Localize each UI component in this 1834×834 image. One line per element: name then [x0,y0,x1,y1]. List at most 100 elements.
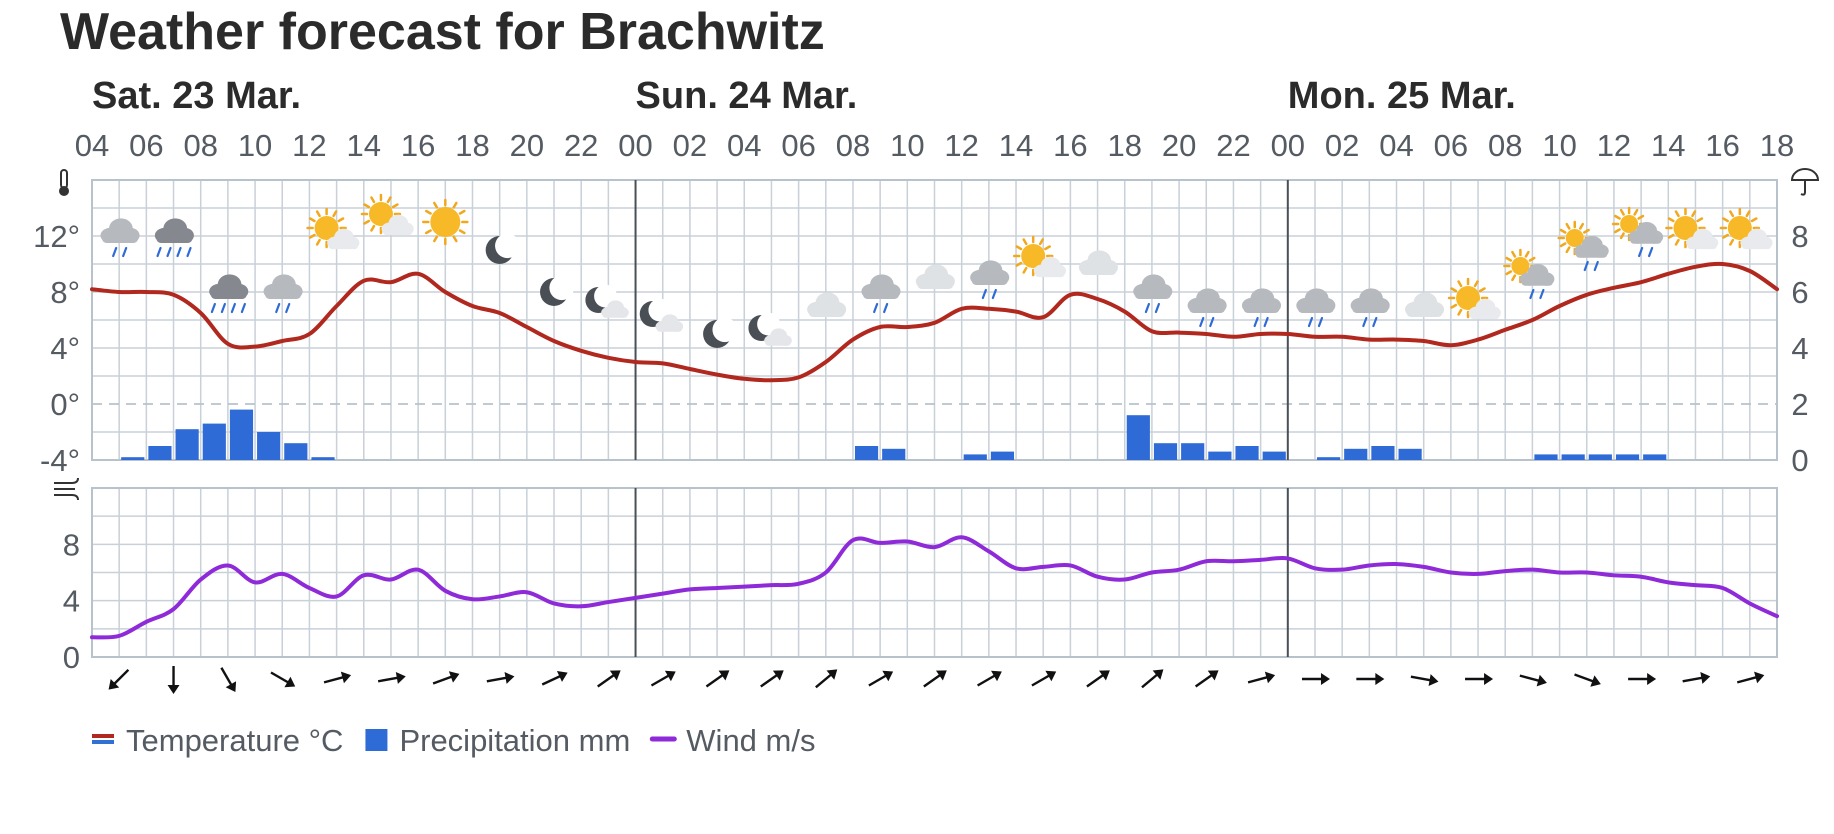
wind-tick-label: 0 [63,640,80,675]
hour-tick-label: 16 [1705,128,1739,163]
legend-item: Wind m/s [649,723,815,758]
moon-icon [540,275,575,306]
precipitation-bar [1398,448,1422,460]
wind-grid [91,487,1778,658]
hour-tick-label: 04 [75,128,109,163]
hour-tick-label: 02 [1325,128,1359,163]
precipitation-bar [1371,446,1395,460]
legend-label: Wind m/s [686,723,815,758]
precipitation-bar [148,446,172,460]
legend-item: Temperature °C [92,723,343,758]
wind-direction-arrow-icon [1519,674,1547,687]
dark-cloud-rain-icon [209,274,249,314]
cloud-icon [807,292,847,318]
wind-direction-arrow-icon [1086,670,1110,688]
wind-direction-arrow-icon [1247,671,1276,684]
cloud-light-rain-icon [970,260,1010,300]
wind-direction-arrow-icon [815,669,838,689]
precipitation-tick-label: 8 [1791,219,1808,254]
precipitation-bar [882,448,906,460]
precipitation-bar [1126,415,1150,460]
moon-cloud-icon [748,312,792,346]
hour-tick-label: 00 [1271,128,1305,163]
hour-tick-label: 06 [129,128,163,163]
hour-tick-label: 10 [890,128,924,163]
wind-direction-arrow-icon [220,667,237,692]
day-label: Mon. 25 Mar. [1288,75,1516,117]
precipitation-bar [284,443,308,460]
dark-cloud-rain-icon [154,218,194,258]
precipitation-bar [121,457,145,460]
cloud-icon [1078,250,1118,276]
legend-label: Precipitation mm [399,723,630,758]
hour-tick-label: 04 [727,128,761,163]
hour-tick-label: 18 [1760,128,1794,163]
hour-tick-label: 10 [238,128,272,163]
umbrella-icon [1790,168,1820,196]
temperature-grid [91,179,1778,461]
hour-tick-label: 12 [292,128,326,163]
hour-tick-label: 22 [1216,128,1250,163]
sun-cloud-light-rain-icon [1557,220,1609,272]
hour-tick-label: 12 [944,128,978,163]
cloud-light-rain-icon [861,274,901,314]
precipitation-bar [963,454,987,460]
hour-tick-label: 00 [618,128,652,163]
sun-cloud-icon [306,207,360,250]
wind-direction-arrow-icon [323,671,352,684]
wind-direction-arrow-icon [1301,673,1330,685]
hour-tick-label: 16 [401,128,435,163]
wind-tick-label: 4 [63,584,80,619]
hour-tick-label: 12 [1597,128,1631,163]
temperature-line [90,261,1779,383]
hour-tick-label: 10 [1542,128,1576,163]
day-label: Sun. 24 Mar. [636,75,858,117]
precipitation-tick-label: 2 [1791,387,1808,422]
cloud-light-rain-icon [1187,288,1227,328]
precipitation-bar [1262,451,1286,460]
precipitation-bar [1561,454,1585,460]
wind-direction-arrow-icon [167,666,180,694]
precipitation-bar [175,429,199,460]
precipitation-bar [1153,443,1178,460]
wind-direction-arrow-icon [377,672,406,684]
precipitation-bar [229,409,254,460]
hour-tick-label: 02 [673,128,707,163]
precipitation-bar [202,423,226,460]
wind-direction-arrow-icon [1141,669,1164,689]
precipitation-bar [1208,451,1232,460]
temperature-tick-label: 4° [50,331,80,366]
wind-direction-arrow-icon [1574,673,1601,687]
wind-direction-arrow-icon [108,668,130,690]
hour-tick-label: 22 [564,128,598,163]
hour-tick-label: 20 [1162,128,1196,163]
legend-swatch-precipitation [365,729,388,751]
precipitation-bar [257,432,281,460]
wind-direction-arrow-icon [597,670,621,688]
cloud-icon [915,264,955,290]
hour-tick-label: 14 [1651,128,1685,163]
wind-line [90,535,1779,640]
wind-icon [54,477,79,501]
precipitation-bar [1316,457,1341,460]
cloud-light-rain-icon [263,274,303,314]
hour-tick-label: 14 [347,128,381,163]
cloud-light-rain-icon [1296,288,1336,328]
precipitation-bar [854,446,879,460]
sun-cloud-icon [1665,207,1719,250]
wind-direction-arrow-icon [760,670,784,688]
wind-direction-arrow-icon [1410,674,1439,686]
precipitation-bars [121,409,1667,460]
precipitation-bar [990,451,1015,460]
sun-cloud-icon [1719,207,1773,250]
wind-tick-label: 8 [63,527,80,562]
precipitation-tick-label: 0 [1791,443,1808,478]
hour-tick-label: 06 [781,128,815,163]
precipitation-bar [1534,454,1558,460]
precipitation-bar [1181,443,1205,460]
wind-direction-arrow-icon [705,670,730,688]
wind-direction-arrow-icon [1031,670,1057,687]
hour-tick-label: 04 [1379,128,1413,163]
precipitation-bar [311,457,335,460]
